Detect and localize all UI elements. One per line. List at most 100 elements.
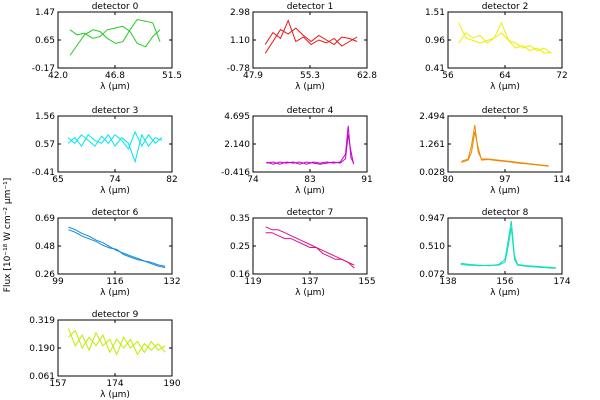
y-tick-label: 2.140 — [224, 140, 250, 150]
x-tick-label: 155 — [358, 277, 375, 287]
y-tick-label: 0.26 — [35, 270, 55, 280]
x-tick-label: 116 — [106, 277, 123, 287]
y-tick-label: 0.319 — [29, 316, 55, 326]
y-tick-label: 1.47 — [35, 8, 55, 18]
plot-frame — [57, 319, 173, 377]
y-tick-label: 0.061 — [29, 372, 55, 382]
y-tick-label: -0.416 — [221, 168, 250, 178]
panel-title: detector 5 — [482, 106, 529, 116]
panel-detector-4: detector 4 74 83 91 -0.416 2.140 4.695 λ (μm) — [221, 106, 373, 196]
series-line-0 — [264, 19, 358, 47]
panel-detector-6: detector 6 99 116 132 0.26 0.48 0.69 λ (μm) — [35, 208, 181, 298]
series-line-1 — [67, 133, 163, 164]
panel-title: detector 2 — [482, 2, 529, 12]
x-tick-label: 157 — [49, 379, 66, 389]
panel-title: detector 0 — [92, 2, 139, 12]
panel-title: detector 1 — [287, 2, 334, 12]
x-tick-label: 56 — [442, 71, 454, 81]
x-tick-label: 97 — [499, 175, 510, 185]
x-axis-label: λ (μm) — [490, 82, 520, 92]
series-line-0 — [67, 328, 166, 356]
panel-title: detector 6 — [92, 208, 139, 218]
x-tick-label: 132 — [163, 277, 180, 287]
panel-detector-2: detector 2 56 64 72 0.41 0.96 1.51 λ (μm) — [425, 2, 568, 92]
x-tick-label: 64 — [499, 71, 511, 81]
y-tick-label: 0.25 — [230, 242, 250, 252]
series-line-1 — [264, 27, 358, 54]
plot-frame — [447, 11, 563, 69]
series-line-1 — [461, 131, 549, 167]
y-tick-label: 1.56 — [35, 112, 55, 122]
y-tick-label: -0.78 — [227, 64, 251, 74]
x-axis-label: λ (μm) — [295, 82, 325, 92]
y-tick-label: -0.41 — [32, 168, 55, 178]
x-tick-label: 80 — [442, 175, 454, 185]
panel-detector-7: detector 7 119 137 155 0.16 0.25 0.35 λ (μm) — [230, 208, 376, 298]
series-line-0 — [67, 130, 163, 150]
x-axis-label: λ (μm) — [100, 288, 130, 298]
panel-detector-1: detector 1 47.9 55.3 62.8 -0.78 1.10 2.98 λ (μm… — [227, 2, 378, 92]
x-axis-label: λ (μm) — [490, 288, 520, 298]
y-tick-label: 2.98 — [230, 8, 250, 18]
series-line-1 — [68, 329, 166, 356]
x-tick-label: 74 — [109, 175, 121, 185]
plot-frame — [447, 217, 563, 275]
y-tick-label: 0.072 — [419, 270, 445, 280]
y-tick-label: 0.65 — [35, 36, 55, 46]
x-tick-label: 72 — [556, 71, 567, 81]
plot-frame — [252, 217, 368, 275]
figure-ylabel: Flux [10⁻¹⁸ W cm⁻² μm⁻¹] — [3, 178, 13, 292]
series-line-0 — [68, 226, 166, 267]
plot-frame — [57, 11, 173, 69]
y-tick-label: 0.41 — [425, 64, 445, 74]
series-line-1 — [460, 227, 556, 269]
y-tick-label: 0.69 — [35, 214, 55, 224]
y-tick-label: 1.51 — [425, 8, 445, 18]
x-tick-label: 114 — [553, 175, 570, 185]
y-tick-label: 1.10 — [230, 36, 250, 46]
panel-title: detector 8 — [482, 208, 529, 218]
panel-title: detector 3 — [92, 106, 139, 116]
x-tick-label: 156 — [496, 277, 513, 287]
x-axis-label: λ (μm) — [295, 186, 325, 196]
y-tick-label: 1.261 — [419, 140, 445, 150]
x-tick-label: 137 — [301, 277, 318, 287]
x-axis-label: λ (μm) — [490, 186, 520, 196]
x-tick-label: 47.9 — [243, 71, 263, 81]
series-line-1 — [265, 232, 355, 269]
panel-title: detector 9 — [92, 310, 139, 320]
panel-detector-0: detector 0 42.0 46.8 51.5 -0.17 0.65 1.47 λ (μm… — [32, 2, 182, 92]
x-tick-label: 74 — [247, 175, 259, 185]
series-line-0 — [265, 226, 355, 266]
x-tick-label: 42.0 — [48, 71, 68, 81]
x-axis-label: λ (μm) — [100, 390, 130, 400]
series-line-1 — [458, 32, 552, 54]
x-tick-label: 190 — [163, 379, 180, 389]
y-tick-label: 0.947 — [419, 214, 445, 224]
x-axis-label: λ (μm) — [100, 82, 130, 92]
panel-detector-9: detector 9 157 174 190 0.061 0.190 0.319 λ (μm) — [29, 310, 181, 400]
x-axis-label: λ (μm) — [295, 288, 325, 298]
plot-frame — [447, 115, 563, 173]
x-tick-label: 174 — [106, 379, 123, 389]
panel-detector-3: detector 3 65 74 82 -0.41 0.57 1.56 λ (μm) — [32, 106, 178, 196]
y-tick-label: 0.57 — [35, 140, 55, 150]
x-tick-label: 83 — [304, 175, 315, 185]
x-tick-label: 82 — [166, 175, 177, 185]
series-line-0 — [69, 25, 161, 48]
x-tick-label: 46.8 — [105, 71, 125, 81]
panel-title: detector 7 — [287, 208, 334, 218]
x-tick-label: 119 — [244, 277, 261, 287]
y-tick-label: 4.695 — [224, 112, 250, 122]
y-tick-label: 0.190 — [29, 344, 55, 354]
x-tick-label: 91 — [361, 175, 372, 185]
plot-frame — [57, 115, 173, 173]
x-tick-label: 65 — [52, 175, 63, 185]
panel-detector-5: detector 5 80 97 114 0.028 1.261 2.494 λ (μm) — [419, 106, 571, 196]
y-tick-label: 0.96 — [425, 36, 445, 46]
x-tick-label: 99 — [52, 277, 64, 287]
panel-detector-8: detector 8 138 156 174 0.072 0.510 0.947 λ (μm) — [419, 208, 571, 298]
y-tick-label: 2.494 — [419, 112, 445, 122]
x-tick-label: 62.8 — [357, 71, 377, 81]
x-tick-label: 174 — [553, 277, 570, 287]
